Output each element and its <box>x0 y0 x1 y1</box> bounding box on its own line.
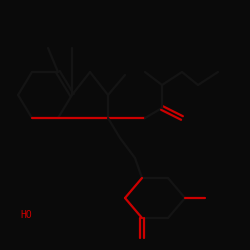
Text: HO: HO <box>20 210 32 220</box>
